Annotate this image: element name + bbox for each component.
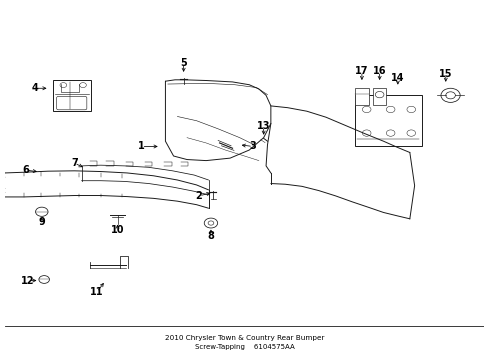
Text: 15: 15 xyxy=(438,69,451,79)
Text: 5: 5 xyxy=(180,58,186,68)
Circle shape xyxy=(60,83,66,87)
Text: 17: 17 xyxy=(354,66,368,76)
Text: 8: 8 xyxy=(207,231,214,241)
Text: 9: 9 xyxy=(39,217,45,227)
FancyBboxPatch shape xyxy=(57,96,87,110)
Text: 1: 1 xyxy=(138,141,144,152)
Circle shape xyxy=(362,106,370,113)
Circle shape xyxy=(204,218,217,228)
Text: 11: 11 xyxy=(90,287,103,297)
Bar xyxy=(354,95,421,147)
Text: 6: 6 xyxy=(22,165,29,175)
Text: 3: 3 xyxy=(249,141,256,152)
Circle shape xyxy=(80,83,86,87)
Circle shape xyxy=(406,106,415,113)
Circle shape xyxy=(440,88,459,102)
Bar xyxy=(354,88,368,105)
Text: 10: 10 xyxy=(110,225,124,235)
Bar xyxy=(372,88,386,105)
Circle shape xyxy=(445,92,454,99)
Circle shape xyxy=(375,91,383,98)
Text: 2010 Chrysler Town & Country Rear Bumper: 2010 Chrysler Town & Country Rear Bumper xyxy=(164,335,324,341)
Text: 12: 12 xyxy=(20,275,34,285)
Text: 2: 2 xyxy=(195,191,202,201)
Bar xyxy=(53,80,91,111)
Circle shape xyxy=(386,106,394,113)
Text: 7: 7 xyxy=(71,158,78,168)
Circle shape xyxy=(39,276,49,283)
Circle shape xyxy=(362,130,370,136)
Text: 14: 14 xyxy=(390,73,404,84)
Text: 4: 4 xyxy=(32,83,39,93)
Text: Screw-Tapping    6104575AA: Screw-Tapping 6104575AA xyxy=(194,343,294,350)
Circle shape xyxy=(36,207,48,216)
Circle shape xyxy=(406,130,415,136)
Circle shape xyxy=(386,130,394,136)
Text: 16: 16 xyxy=(372,66,386,76)
Circle shape xyxy=(208,221,213,225)
Text: 13: 13 xyxy=(256,121,270,131)
